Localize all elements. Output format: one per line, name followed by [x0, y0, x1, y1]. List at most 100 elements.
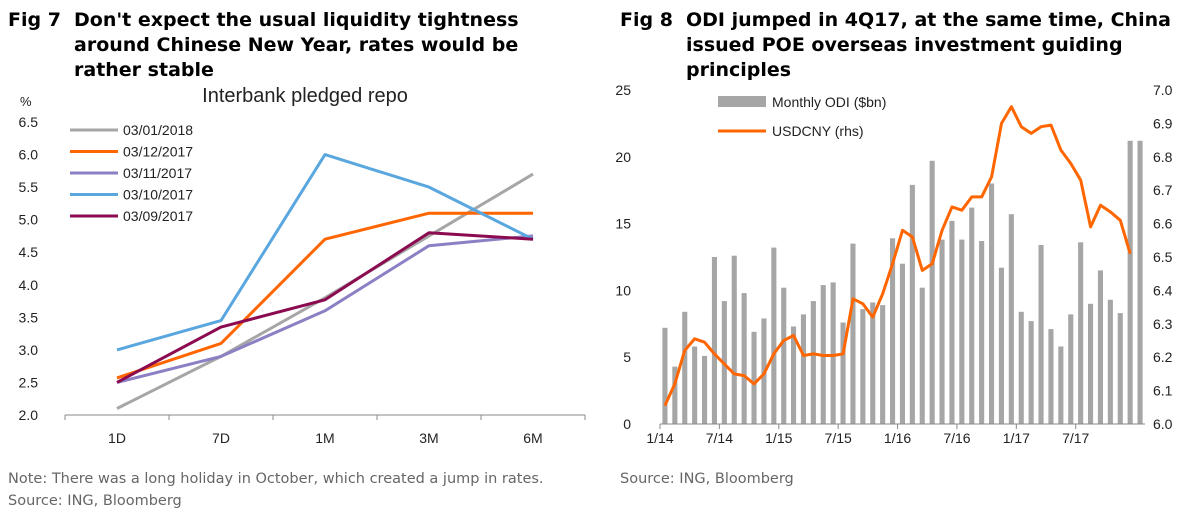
y-right-tick-label: 6.0 — [1153, 416, 1173, 432]
fig7-panel: Fig 7 Don't expect the usual liquidity t… — [0, 0, 590, 518]
odi-bar — [949, 220, 955, 424]
odi-bar — [692, 346, 698, 424]
x-tick-label: 1/16 — [884, 430, 911, 446]
y-left-tick-label: 20 — [615, 149, 631, 165]
fig8-number: Fig 8 — [620, 9, 673, 31]
series-line-03-10-2017 — [116, 153, 534, 352]
fig8-header: Fig 8 ODI jumped in 4Q17, at the same ti… — [620, 8, 1200, 83]
series-line-03-12-2017 — [116, 211, 533, 380]
odi-bar — [702, 355, 708, 424]
fig8-combo-chart: 0 5 10 15 20 25 6.0 6.1 6.2 6.3 6.4 6.5 6.6 6.7 6.8 6.9… — [615, 82, 1173, 446]
odi-bar — [890, 238, 896, 424]
usdcny-line — [663, 105, 1132, 407]
y-tick-label: 6.0 — [19, 147, 39, 163]
y-right-tick-label: 6.7 — [1153, 182, 1173, 198]
y-right-tick-label: 6.5 — [1153, 249, 1173, 265]
odi-bar — [850, 243, 856, 424]
legend-label-usdcny: USDCNY (rhs) — [772, 123, 864, 139]
y-right-tick-label: 6.9 — [1153, 115, 1173, 131]
odi-bar — [731, 255, 737, 424]
y-tick-label: 4.0 — [19, 277, 39, 293]
odi-bar — [741, 293, 747, 424]
x-tick-label: 1/17 — [1003, 430, 1030, 446]
x-tick-label: 7D — [212, 430, 230, 446]
odi-bar — [1107, 299, 1113, 424]
y-tick-label: 6.5 — [19, 114, 39, 130]
series-line-03-09-2017 — [116, 231, 534, 384]
x-tick-label: 1/14 — [646, 430, 673, 446]
fig8-source: Source: ING, Bloomberg — [620, 471, 794, 487]
odi-bar — [899, 263, 905, 424]
odi-bar — [800, 314, 806, 424]
odi-bar — [870, 302, 876, 424]
odi-bar — [711, 257, 717, 424]
y-tick-label: 3.5 — [19, 309, 39, 325]
x-tick-label: 1D — [108, 430, 126, 446]
y-tick-label: 3.0 — [19, 342, 39, 358]
odi-bar — [998, 267, 1004, 424]
y-right-tick-label: 6.2 — [1153, 349, 1173, 365]
y-left-tick-label: 25 — [615, 82, 631, 98]
y-tick-label: 5.0 — [19, 212, 39, 228]
series-line-03-01-2018 — [116, 172, 534, 410]
fig8-panel: Fig 8 ODI jumped in 4Q17, at the same ti… — [612, 0, 1200, 518]
chart-title: Interbank pledged repo — [202, 85, 408, 107]
legend-label: 03/09/2017 — [123, 208, 193, 224]
y-right-tick-label: 6.3 — [1153, 316, 1173, 332]
odi-bar — [1088, 303, 1094, 424]
odi-bar — [1068, 314, 1074, 424]
y-tick-label: 2.5 — [19, 374, 39, 390]
fig7-line-chart: Interbank pledged repo% 2.0 2.5 3.0 3.5 4.0 4.… — [19, 85, 586, 446]
odi-bar — [989, 183, 995, 424]
odi-bar — [781, 287, 787, 424]
odi-bar — [1117, 313, 1123, 424]
y-left-tick-label: 5 — [623, 349, 631, 365]
odi-bar — [751, 331, 757, 424]
x-tick-label: 7/17 — [1062, 430, 1089, 446]
odi-bar — [880, 305, 886, 424]
odi-bar — [1008, 214, 1014, 424]
y-left-tick-label: 10 — [615, 282, 631, 298]
x-tick-label: 3M — [419, 430, 438, 446]
y-right-tick-label: 6.4 — [1153, 282, 1173, 298]
odi-bar — [1018, 311, 1024, 424]
odi-bar — [860, 309, 866, 424]
fig7-note: Note: There was a long holiday in Octobe… — [8, 471, 544, 487]
x-tick-label: 6M — [523, 430, 542, 446]
y-left-tick-label: 15 — [615, 216, 631, 232]
odi-bar — [791, 326, 797, 424]
y-tick-label: 4.5 — [19, 244, 39, 260]
odi-bar — [939, 239, 945, 424]
legend-label: 03/12/2017 — [123, 144, 193, 160]
y-right-tick-label: 6.1 — [1153, 383, 1173, 399]
odi-bar — [662, 327, 668, 424]
odi-bar — [959, 239, 965, 424]
odi-bar — [1028, 321, 1034, 424]
odi-bar — [682, 311, 688, 424]
y-right-tick-label: 6.6 — [1153, 216, 1173, 232]
odi-bar — [909, 184, 915, 424]
odi-bar — [840, 322, 846, 424]
odi-bar — [810, 301, 816, 424]
odi-bar — [1048, 329, 1054, 424]
y-right-tick-label: 6.8 — [1153, 149, 1173, 165]
odi-bar — [771, 247, 777, 424]
odi-bar — [979, 241, 985, 424]
odi-bar — [1097, 270, 1103, 424]
fig7-header: Fig 7 Don't expect the usual liquidity t… — [8, 8, 590, 83]
y-tick-label: 5.5 — [19, 179, 39, 195]
x-tick-label: 7/15 — [825, 430, 852, 446]
y-right-tick-label: 7.0 — [1153, 82, 1173, 98]
fig7-number: Fig 7 — [8, 9, 61, 31]
odi-bar — [929, 160, 935, 425]
y-left-tick-label: 0 — [623, 416, 631, 432]
fig7-source: Source: ING, Bloomberg — [8, 493, 182, 509]
y-axis-unit-label: % — [20, 94, 32, 109]
odi-bar — [672, 366, 678, 424]
x-tick-label: 7/14 — [706, 430, 733, 446]
x-tick-label: 7/16 — [943, 430, 970, 446]
odi-bar — [1038, 245, 1044, 424]
legend-label-odi: Monthly ODI ($bn) — [772, 94, 886, 110]
legend-label: 03/01/2018 — [123, 122, 193, 138]
odi-bar — [919, 287, 925, 424]
